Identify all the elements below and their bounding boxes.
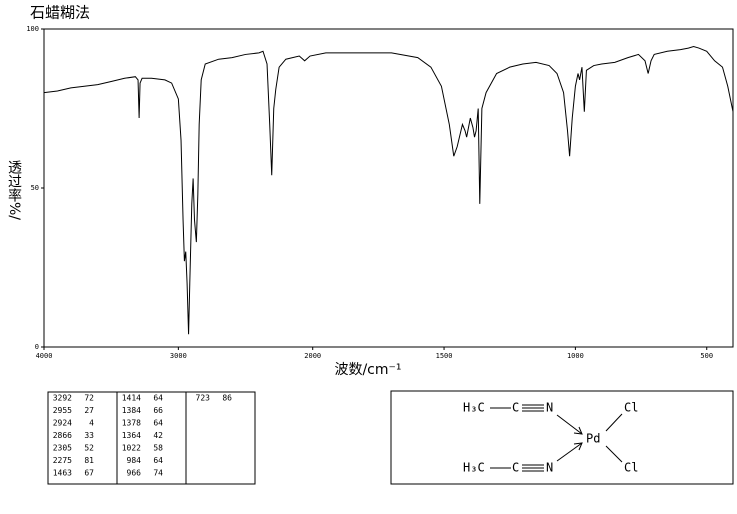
peak-wavenumber: 984 <box>127 456 142 465</box>
chart-title: 石蜡糊法 <box>30 4 90 22</box>
x-tick-label: 3000 <box>170 352 187 360</box>
peak-wavenumber: 723 <box>196 394 211 403</box>
x-axis-label: 波数/cm⁻¹ <box>334 362 401 378</box>
peak-wavenumber: 1378 <box>122 419 141 428</box>
peak-wavenumber: 1022 <box>122 444 141 453</box>
peak-wavenumber: 2924 <box>53 419 72 428</box>
peak-transmittance: 4 <box>89 419 94 428</box>
x-tick-label: 1000 <box>567 352 584 360</box>
y-axis-label: 透过率%/ <box>6 160 22 220</box>
peak-transmittance: 33 <box>84 431 94 440</box>
peak-transmittance: 64 <box>153 419 163 428</box>
peak-transmittance: 58 <box>153 444 163 453</box>
atom-label: N <box>546 461 553 475</box>
peak-transmittance: 64 <box>153 456 163 465</box>
peak-wavenumber: 966 <box>127 469 142 478</box>
atom-label: Cl <box>624 461 638 475</box>
structure-frame <box>390 390 734 485</box>
peak-wavenumber: 2275 <box>53 456 72 465</box>
peak-wavenumber: 1414 <box>122 394 141 403</box>
peak-wavenumber: 1384 <box>122 406 141 415</box>
x-tick-label: 4000 <box>36 352 53 360</box>
peak-transmittance: 64 <box>153 394 163 403</box>
peak-transmittance: 66 <box>153 406 163 415</box>
y-tick-label: 50 <box>31 184 39 192</box>
atom-label: H₃C <box>463 401 485 415</box>
peak-wavenumber: 1463 <box>53 469 72 478</box>
peak-table-frame <box>47 391 256 485</box>
peak-wavenumber: 1364 <box>122 431 141 440</box>
atom-label: Cl <box>624 401 638 415</box>
y-tick-label: 0 <box>35 343 39 351</box>
peak-transmittance: 67 <box>84 469 94 478</box>
peak-transmittance: 42 <box>153 431 163 440</box>
peak-wavenumber: 2866 <box>53 431 72 440</box>
peak-wavenumber: 2955 <box>53 406 72 415</box>
structure-bonds <box>490 404 623 472</box>
atom-label: Pd <box>586 432 600 446</box>
atom-label: C <box>512 461 519 475</box>
plot-frame <box>43 28 734 348</box>
atom-label: C <box>512 401 519 415</box>
peak-wavenumber: 2305 <box>53 444 72 453</box>
peak-transmittance: 27 <box>84 406 94 415</box>
atom-label: N <box>546 401 553 415</box>
spectrum-line <box>43 45 734 335</box>
x-tick-label: 1500 <box>436 352 453 360</box>
x-tick-label: 500 <box>700 352 713 360</box>
y-tick-label: 100 <box>26 25 39 33</box>
x-tick-label: 2000 <box>304 352 321 360</box>
peak-wavenumber: 3292 <box>53 394 72 403</box>
peak-transmittance: 72 <box>84 394 94 403</box>
atom-label: H₃C <box>463 461 485 475</box>
peak-transmittance: 81 <box>84 456 94 465</box>
peak-transmittance: 74 <box>153 469 163 478</box>
peak-transmittance: 52 <box>84 444 94 453</box>
peak-transmittance: 86 <box>222 394 232 403</box>
